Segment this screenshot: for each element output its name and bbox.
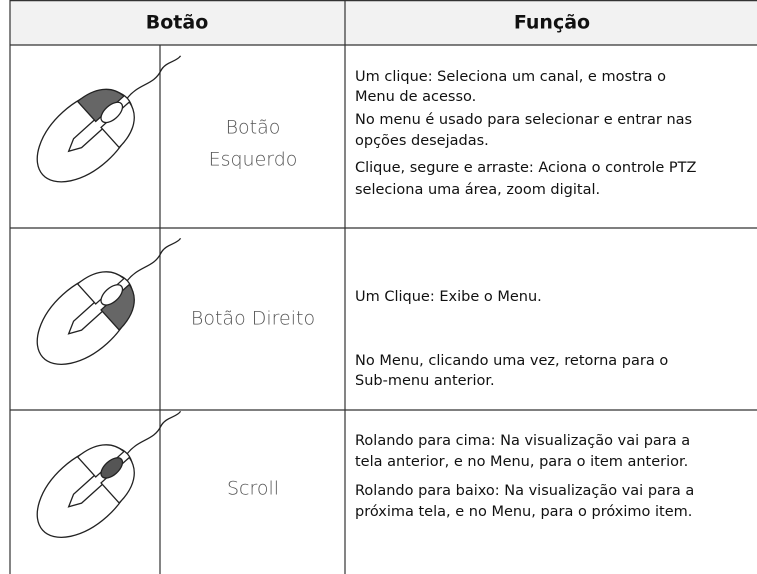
- header-bg: [10, 0, 757, 45]
- function-text: tela anterior, e no Menu, para o item an…: [355, 454, 688, 470]
- function-text: Rolando para baixo: Na visualização vai …: [355, 483, 694, 499]
- button-label: Botão Direito: [191, 308, 315, 330]
- function-text: No Menu, clicando uma vez, retorna para …: [355, 353, 668, 369]
- function-text: seleciona uma área, zoom digital.: [355, 182, 600, 198]
- mouse-wheel: [100, 101, 124, 124]
- mouse-right: [100, 456, 135, 504]
- mouse-cord: [126, 55, 182, 100]
- function-text: Sub-menu anterior.: [355, 373, 495, 389]
- mouse-outline: [67, 302, 103, 335]
- mouse-icon: [36, 55, 182, 183]
- mouse-wheel: [100, 284, 124, 306]
- grid: [9, 0, 757, 574]
- function-text: No menu é usado para selecionar e entrar…: [355, 112, 692, 128]
- mouse-icon: [36, 237, 182, 365]
- button-label: Esquerdo: [209, 149, 298, 171]
- mouse-wheel: [100, 457, 124, 479]
- mouse-cord: [126, 410, 182, 455]
- function-text: Um clique: Seleciona um canal, e mostra …: [355, 69, 666, 85]
- header-function: Função: [514, 12, 590, 34]
- mouse-body: [36, 446, 134, 538]
- function-text: próxima tela, e no Menu, para o próximo …: [355, 504, 692, 520]
- function-text: opções desejadas.: [355, 133, 489, 149]
- mouse-right: [100, 283, 135, 331]
- mouse-cord: [126, 237, 182, 282]
- mouse-body: [36, 90, 134, 183]
- mouse-left: [76, 271, 125, 305]
- mouse-right: [100, 101, 135, 149]
- mouse-left: [76, 88, 125, 123]
- function-text: Um Clique: Exibe o Menu.: [355, 289, 542, 305]
- function-text: Menu de acesso.: [355, 89, 476, 105]
- mouse-left: [76, 444, 125, 478]
- mouse-outline: [67, 119, 103, 153]
- mouse-outline: [67, 475, 103, 508]
- button-label: Botão: [226, 117, 281, 139]
- function-text: Rolando para cima: Na visualização vai p…: [355, 433, 690, 449]
- mouse-body: [36, 273, 134, 365]
- mouse-icon: [36, 410, 182, 538]
- function-text: Clique, segure e arraste: Aciona o contr…: [355, 160, 696, 176]
- button-label: Scroll: [227, 478, 279, 500]
- header-button: Botão: [146, 12, 209, 34]
